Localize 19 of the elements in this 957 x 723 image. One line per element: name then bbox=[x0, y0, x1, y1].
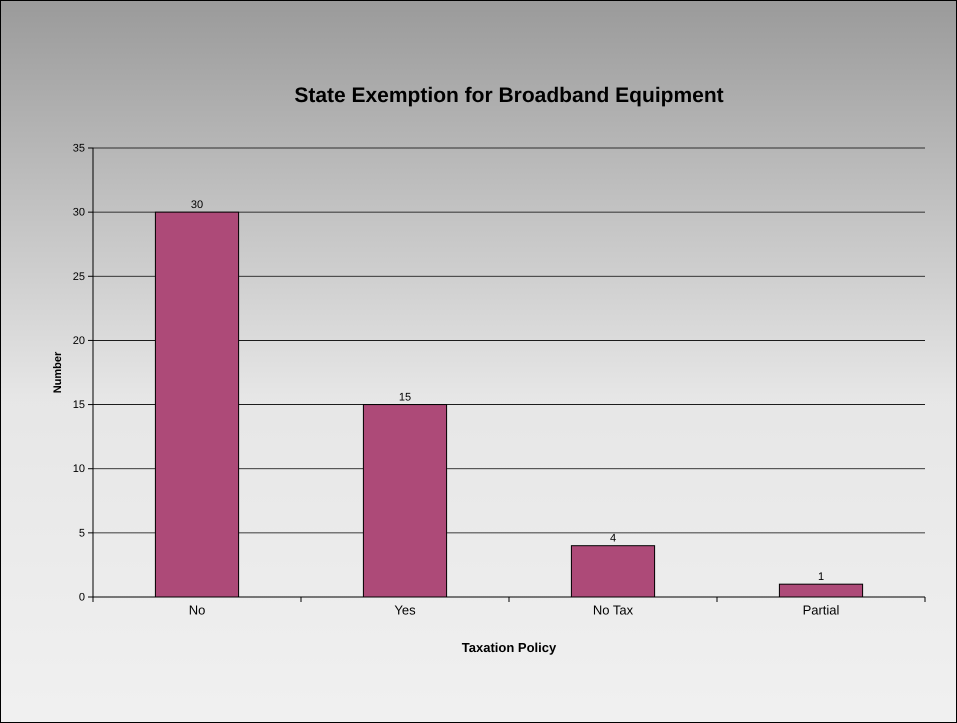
y-tick-label: 10 bbox=[72, 463, 85, 476]
x-tick-label: No bbox=[188, 602, 206, 618]
x-axis-title: Taxation Policy bbox=[462, 640, 557, 655]
y-tick-label: 20 bbox=[72, 334, 85, 347]
y-tick-label: 5 bbox=[78, 527, 85, 540]
data-label: 1 bbox=[818, 571, 824, 584]
y-tick-label: 15 bbox=[72, 399, 85, 412]
x-tick-label: No Tax bbox=[592, 602, 634, 618]
x-tick-label: Partial bbox=[802, 602, 840, 618]
y-tick-label: 30 bbox=[72, 206, 85, 219]
chart-title: State Exemption for Broadband Equipment bbox=[294, 84, 724, 107]
y-tick-label: 0 bbox=[78, 592, 85, 604]
x-tick-label: Yes bbox=[394, 602, 416, 618]
y-axis-title: Number bbox=[52, 351, 64, 394]
data-label: 4 bbox=[610, 532, 616, 545]
y-tick-label: 35 bbox=[72, 142, 85, 155]
data-label: 15 bbox=[398, 392, 412, 404]
data-label: 30 bbox=[190, 199, 204, 212]
y-tick-label: 25 bbox=[72, 270, 85, 283]
